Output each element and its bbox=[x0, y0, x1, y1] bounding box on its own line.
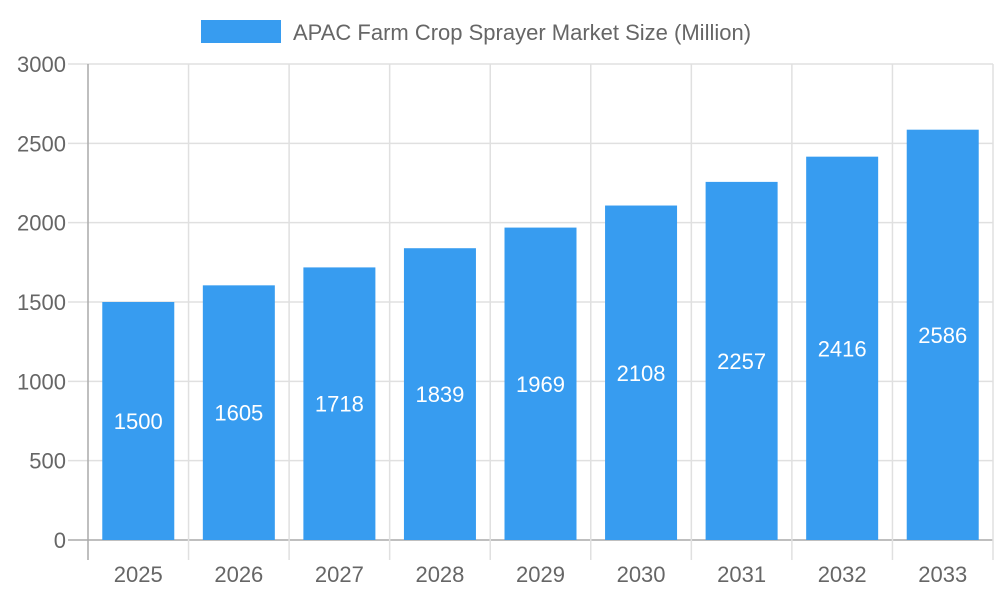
bar bbox=[303, 267, 376, 540]
bar bbox=[906, 129, 979, 541]
y-tick-label: 1500 bbox=[17, 290, 66, 315]
x-tick-label: 2026 bbox=[214, 562, 263, 587]
bar bbox=[806, 156, 879, 541]
x-tick-label: 2030 bbox=[617, 562, 666, 587]
y-tick-label: 3000 bbox=[17, 52, 66, 77]
y-tick-label: 2500 bbox=[17, 131, 66, 156]
x-tick-label: 2031 bbox=[717, 562, 766, 587]
bar-value-label: 1969 bbox=[516, 372, 565, 397]
x-tick-label: 2028 bbox=[415, 562, 464, 587]
legend-swatch bbox=[201, 20, 281, 43]
y-tick-label: 0 bbox=[54, 528, 66, 553]
bar-value-label: 1500 bbox=[114, 409, 163, 434]
legend-label: APAC Farm Crop Sprayer Market Size (Mill… bbox=[293, 20, 751, 45]
x-tick-label: 2029 bbox=[516, 562, 565, 587]
x-tick-label: 2032 bbox=[818, 562, 867, 587]
bar bbox=[102, 302, 175, 540]
bar-value-label: 2416 bbox=[818, 336, 867, 361]
y-tick-label: 500 bbox=[29, 449, 66, 474]
bar bbox=[403, 248, 476, 540]
bar bbox=[504, 227, 577, 540]
bar bbox=[605, 205, 678, 540]
y-tick-label: 2000 bbox=[17, 211, 66, 236]
bar-value-label: 2108 bbox=[617, 361, 666, 386]
x-tick-label: 2027 bbox=[315, 562, 364, 587]
bar-value-label: 1718 bbox=[315, 392, 364, 417]
bar-value-label: 1839 bbox=[415, 382, 464, 407]
bar-value-label: 1605 bbox=[214, 401, 263, 426]
x-tick-label: 2025 bbox=[114, 562, 163, 587]
bar-value-label: 2257 bbox=[717, 349, 766, 374]
bar bbox=[705, 181, 778, 540]
y-tick-label: 1000 bbox=[17, 369, 66, 394]
bar bbox=[202, 285, 275, 540]
bar-value-label: 2586 bbox=[918, 323, 967, 348]
x-tick-label: 2033 bbox=[918, 562, 967, 587]
